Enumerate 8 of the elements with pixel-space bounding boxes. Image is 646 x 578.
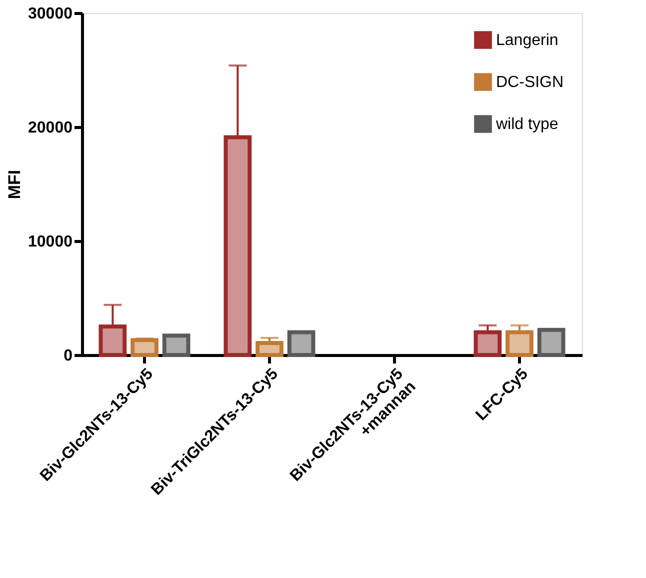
y-axis-title: MFI bbox=[5, 170, 24, 200]
legend-label: Langerin bbox=[496, 32, 558, 49]
y-tick-label: 0 bbox=[64, 348, 73, 364]
y-tick-label: 30000 bbox=[28, 6, 73, 22]
legend-label: DC-SIGN bbox=[496, 74, 564, 91]
legend-label: wild type bbox=[495, 116, 558, 133]
y-tick-label: 20000 bbox=[28, 120, 73, 136]
y-tick-label: 10000 bbox=[28, 234, 73, 250]
